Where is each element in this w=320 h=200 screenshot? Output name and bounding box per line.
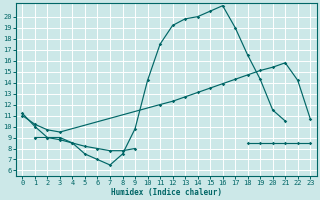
X-axis label: Humidex (Indice chaleur): Humidex (Indice chaleur): [111, 188, 222, 197]
